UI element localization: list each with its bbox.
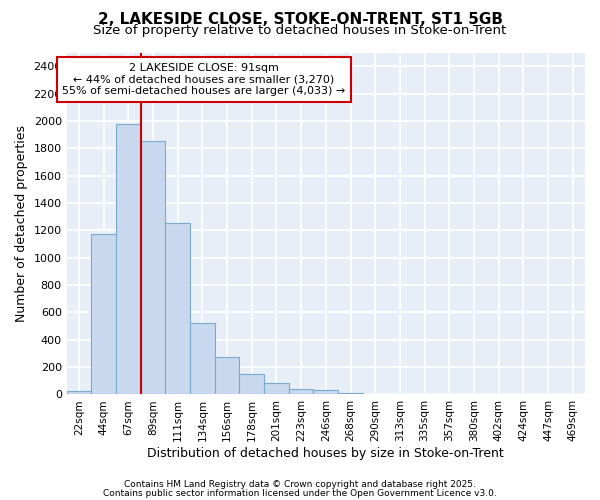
Bar: [67, 391, 91, 394]
X-axis label: Distribution of detached houses by size in Stoke-on-Trent: Distribution of detached houses by size …: [148, 447, 504, 460]
Bar: [166, 224, 190, 394]
Bar: [313, 390, 338, 394]
Bar: [141, 142, 166, 394]
Bar: [264, 383, 289, 394]
Text: 2, LAKESIDE CLOSE, STOKE-ON-TRENT, ST1 5GB: 2, LAKESIDE CLOSE, STOKE-ON-TRENT, ST1 5…: [97, 12, 503, 28]
Text: Contains public sector information licensed under the Open Government Licence v3: Contains public sector information licen…: [103, 488, 497, 498]
Bar: [239, 374, 264, 394]
Bar: [338, 393, 363, 394]
Y-axis label: Number of detached properties: Number of detached properties: [15, 125, 28, 322]
Bar: [91, 234, 116, 394]
Bar: [116, 124, 141, 394]
Bar: [289, 389, 313, 394]
Text: Contains HM Land Registry data © Crown copyright and database right 2025.: Contains HM Land Registry data © Crown c…: [124, 480, 476, 489]
Bar: [190, 322, 215, 394]
Text: 2 LAKESIDE CLOSE: 91sqm
← 44% of detached houses are smaller (3,270)
55% of semi: 2 LAKESIDE CLOSE: 91sqm ← 44% of detache…: [62, 63, 346, 96]
Text: Size of property relative to detached houses in Stoke-on-Trent: Size of property relative to detached ho…: [94, 24, 506, 37]
Bar: [215, 357, 239, 395]
